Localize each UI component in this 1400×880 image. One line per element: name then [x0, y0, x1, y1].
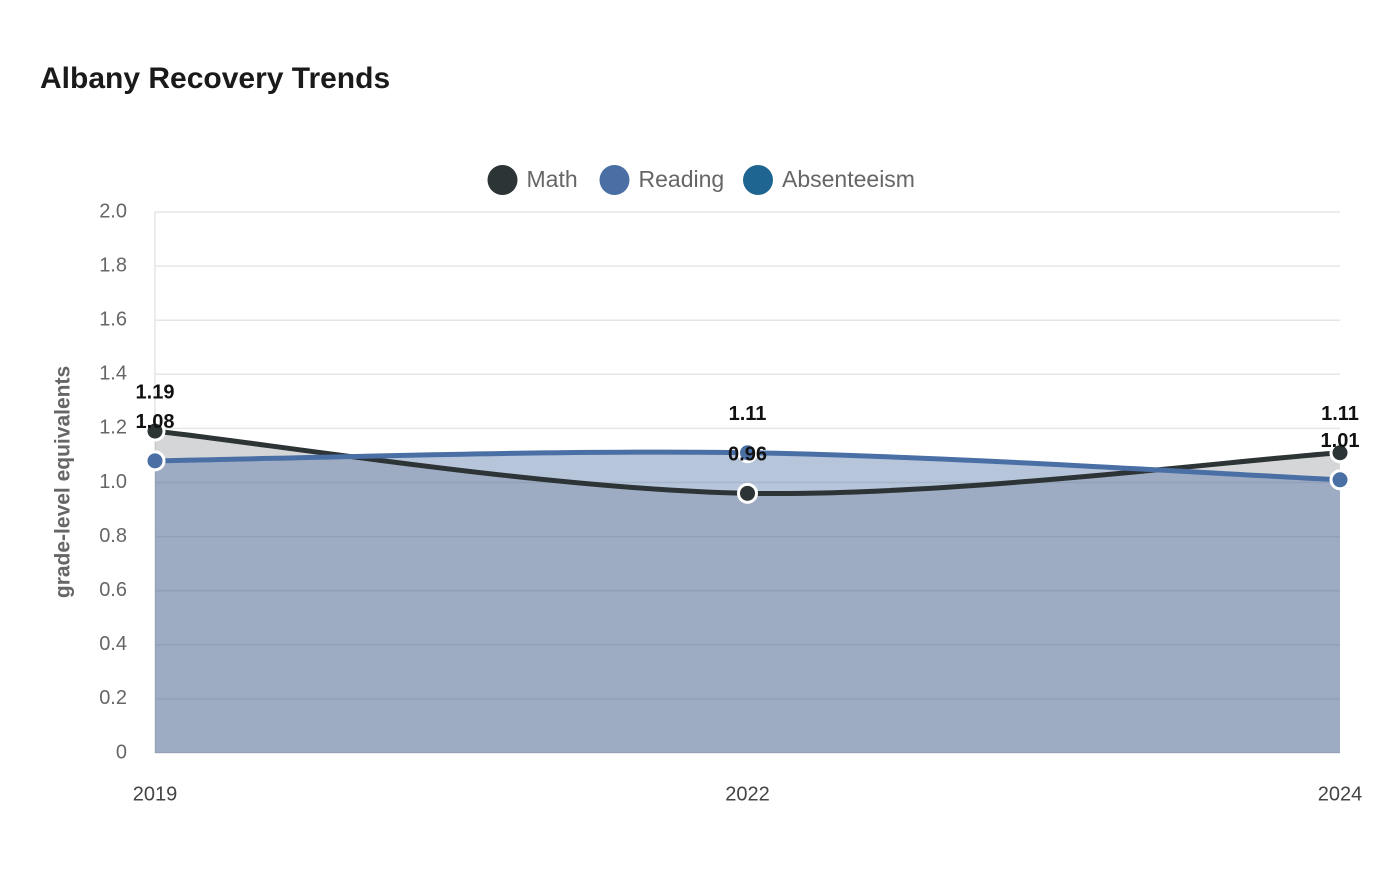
y-tick-label: 1.0: [99, 471, 127, 493]
y-tick-label: 2.0: [99, 200, 127, 222]
data-label: 1.11: [1321, 403, 1359, 425]
data-label: 1.19: [136, 381, 175, 403]
y-tick-label: 0: [116, 741, 127, 763]
point: [737, 482, 758, 504]
legend-label: Reading: [639, 166, 725, 192]
y-tick-label: 1.2: [99, 417, 127, 439]
area: [155, 452, 1340, 753]
legend-label: Absenteeism: [782, 166, 915, 192]
y-tick-label: 1.4: [99, 363, 127, 385]
y-axis-label: grade-level equivalents: [52, 366, 75, 598]
legend-marker: [599, 165, 630, 195]
x-tick-label: 2024: [1318, 783, 1363, 805]
point: [144, 420, 166, 442]
y-tick-label: 0.4: [99, 633, 127, 655]
x-tick-label: 2019: [133, 783, 178, 805]
x-tick-label: 2022: [725, 783, 770, 805]
point: [144, 450, 166, 472]
point: [1329, 442, 1351, 464]
legend-label: Math: [527, 166, 578, 192]
area: [155, 431, 1340, 753]
legend: Math Reading Absenteeism: [487, 165, 915, 195]
y-tick-label: 1.6: [99, 308, 127, 330]
y-tick-label: 1.8: [99, 254, 127, 276]
point: [1329, 469, 1351, 491]
legend-marker: [743, 165, 773, 195]
data-label: 0.96: [728, 444, 767, 466]
data-label: 1.11: [729, 403, 767, 425]
data-label: 1.01: [1321, 430, 1360, 452]
chart-title: Albany Recovery Trends: [40, 62, 390, 95]
y-tick-label: 0.6: [99, 579, 127, 601]
y-tick-label: 0.2: [99, 687, 127, 709]
point: [737, 442, 758, 464]
y-tick-label: 0.8: [99, 525, 127, 547]
legend-marker: [487, 165, 518, 195]
data-label: 1.08: [136, 411, 175, 433]
